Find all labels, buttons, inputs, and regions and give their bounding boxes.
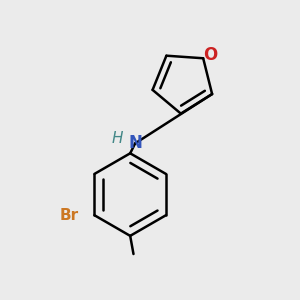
Text: Br: Br	[60, 208, 79, 223]
Text: N: N	[128, 134, 142, 152]
Text: H: H	[111, 131, 123, 146]
Text: O: O	[203, 46, 218, 64]
